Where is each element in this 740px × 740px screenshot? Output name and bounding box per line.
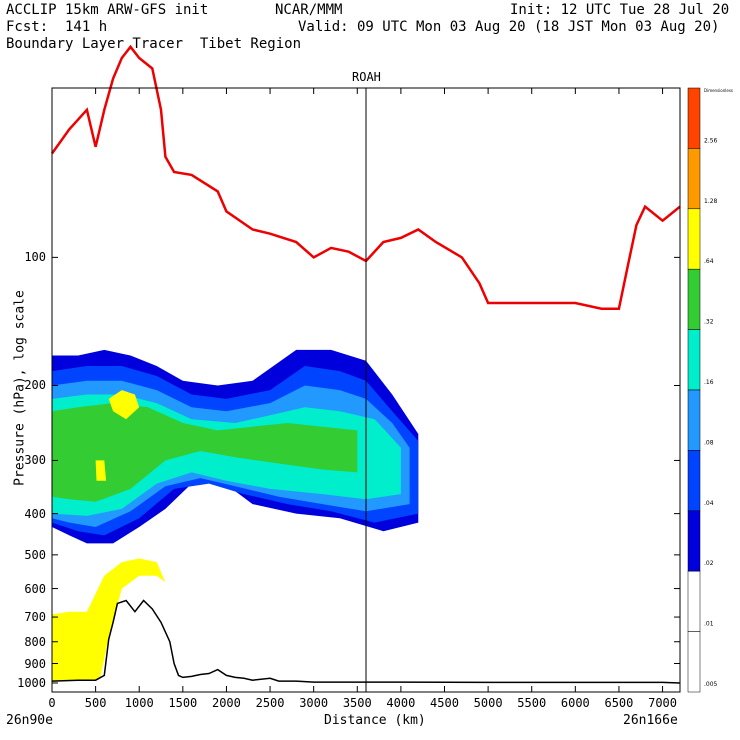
model-title: ACCLIP 15km ARW-GFS init [6, 2, 209, 18]
colorbar-label-0: 2.56 [704, 137, 718, 144]
x-tick-label-3500: 3500 [342, 696, 372, 710]
forecast-hour: Fcst: 141 h [6, 19, 108, 35]
y-tick-label-500: 500 [24, 547, 46, 562]
colorbar-label-3: .32 [704, 319, 714, 326]
x-tick-label-4500: 4500 [430, 696, 459, 710]
valid-time: Valid: 09 UTC Mon 03 Aug 20 (18 JST Mon … [298, 19, 720, 35]
colorbar: 2.56 1.28 .64 .32 .16 .08 .04 .02 .01 .005 Dimensi… [687, 87, 733, 693]
x-tick-label-2500: 2500 [255, 696, 285, 710]
colorbar-swatch-0 [687, 87, 701, 149]
tracer-contours [52, 319, 646, 682]
colorbar-swatch-2 [687, 208, 701, 270]
y-tick-label-600: 600 [24, 581, 46, 596]
colorbar-swatch-4 [687, 329, 701, 391]
colorbar-label-6: .04 [704, 500, 714, 507]
x-tick-label-6500: 6500 [604, 696, 634, 710]
colorbar-swatch-1 [687, 148, 701, 210]
colorbar-label-1: 1.28 [704, 198, 718, 205]
plot-frame [51, 87, 681, 693]
colorbar-swatch-6 [687, 450, 701, 512]
y-tick-label-100: 100 [24, 250, 46, 265]
colorbar-swatch-9 [687, 631, 701, 693]
colorbar-label-9: .005 [704, 681, 718, 688]
y-tick-label-900: 900 [24, 656, 46, 671]
colorbar-title: Dimensionless [704, 88, 733, 93]
tracer-region-8 [95, 460, 107, 481]
colorbar-label-2: .64 [704, 258, 714, 265]
x-tick-label-1000: 1000 [124, 696, 154, 710]
y-tick-label-200: 200 [24, 378, 46, 393]
terrain-line [51, 599, 681, 684]
y-tick-label-400: 400 [24, 506, 46, 521]
colorbar-label-7: .02 [704, 560, 714, 567]
y-tick-label-800: 800 [24, 634, 46, 649]
colorbar-swatch-5 [687, 389, 701, 451]
x-tick-label-1500: 1500 [168, 696, 198, 710]
x-tick-label-5000: 5000 [473, 696, 503, 710]
chart-title: ROAH [352, 70, 381, 84]
colorbar-swatch-3 [687, 268, 701, 330]
y-tick-label-700: 700 [24, 610, 46, 625]
tracer-region-7 [52, 558, 166, 682]
y-tick-label-300: 300 [24, 453, 46, 468]
colorbar-label-4: .16 [704, 379, 714, 386]
colorbar-label-5: .08 [704, 439, 714, 446]
x-tick-label-7000: 7000 [648, 696, 677, 710]
colorbar-label-8: .01 [704, 621, 714, 628]
tracer-region-5 [52, 403, 358, 502]
center-label: NCAR/MMM [275, 2, 343, 18]
x-tick-label-3000: 3000 [299, 696, 329, 710]
x-axis-label: Distance (km) [324, 713, 426, 728]
y-tick-label-1000: 1000 [17, 675, 46, 690]
left-endpoint: 26n90e [6, 713, 53, 728]
product-name: Boundary Layer Tracer Tibet Region [6, 36, 302, 52]
x-tick-label-5500: 5500 [517, 696, 547, 710]
tracer-region-6 [108, 390, 140, 420]
right-endpoint: 26n166e [623, 713, 678, 728]
init-time: Init: 12 UTC Tue 28 Jul 20 [510, 2, 730, 18]
colorbar-swatch-8 [687, 570, 701, 632]
x-tick-label-4000: 4000 [386, 696, 416, 710]
x-tick-label-500: 500 [84, 696, 107, 710]
tropopause-line [50, 44, 681, 310]
colorbar-swatch-7 [687, 510, 701, 572]
x-tick-label-6000: 6000 [560, 696, 590, 710]
x-tick-label-0: 0 [48, 696, 56, 710]
x-tick-label-2000: 2000 [211, 696, 241, 710]
